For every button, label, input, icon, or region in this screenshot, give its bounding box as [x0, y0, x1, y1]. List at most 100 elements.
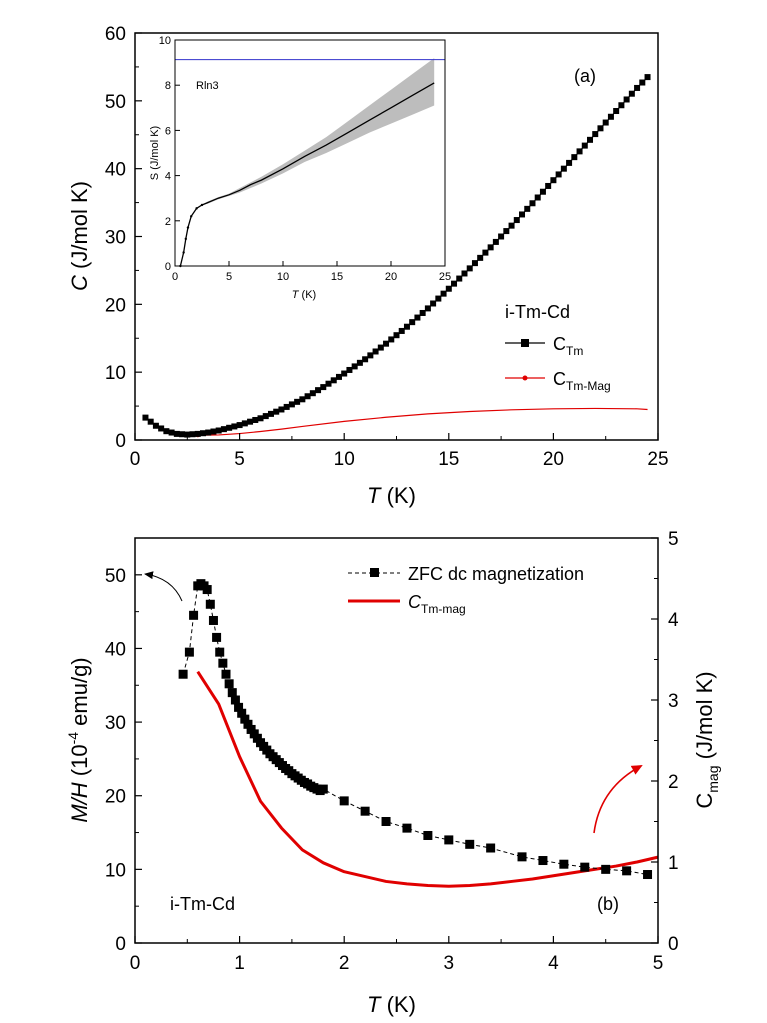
series-c-tm-point: [393, 332, 400, 339]
series-c-tm-point: [440, 290, 447, 297]
series-c-tm-point: [377, 344, 384, 351]
legend-marker-c-tm: [521, 339, 529, 347]
series-c-tm-point: [555, 171, 562, 178]
series-magnetization-point: [218, 658, 228, 668]
b-y-tick-label: 0: [115, 934, 126, 955]
series-c-tm-point: [618, 102, 625, 109]
inset-x-axis-symbol: T: [292, 289, 300, 301]
series-c-tm-point: [309, 390, 316, 397]
series-c-tm-point: [581, 142, 588, 149]
panel-a-y-axis-unit: (J/mol K): [67, 181, 92, 275]
legend-c-tm-mag-sub: Tm-Mag: [566, 379, 611, 393]
series-magnetization-point: [234, 702, 244, 712]
series-c-tm-point: [142, 414, 149, 421]
b-y2-tick-label: 5: [668, 529, 679, 550]
b-y-tick-label: 10: [105, 860, 126, 881]
series-magnetization-point: [205, 599, 215, 609]
series-c-tm-point: [220, 426, 227, 433]
panel-b-x-axis-unit: (K): [380, 992, 415, 1017]
series-c-tm-point: [477, 254, 484, 261]
panel-b-legend: ZFC dc magnetization CTm-mag: [348, 564, 584, 616]
series-c-tm-point: [273, 408, 280, 415]
series-c-tm-point: [346, 366, 353, 373]
series-magnetization-point: [202, 585, 212, 595]
inset-y-tick-label: 4: [165, 171, 171, 183]
legend-marker-c-tm-mag: [522, 375, 528, 381]
series-c-tm-point: [267, 410, 274, 417]
a-x-tick-label: 25: [647, 449, 668, 470]
panel-a-legend: i-Tm-Cd CTm CTm-Mag: [505, 302, 611, 393]
series-c-tm-point: [257, 415, 264, 422]
series-c-tm-point: [262, 413, 269, 420]
series-c-tm-point: [362, 356, 369, 363]
series-magnetization-point: [208, 615, 218, 625]
inset-x-tick-label: 20: [385, 271, 397, 283]
series-c-tm-point: [592, 131, 599, 138]
panel-b-y-axis-label: M/H (10-4 emu/g): [65, 657, 92, 822]
b-y2-tick-label: 0: [668, 934, 679, 955]
panel-a-x-axis-label: T (K): [367, 483, 416, 508]
b-x-tick-label: 4: [548, 953, 559, 974]
panel-a-legend-title: i-Tm-Cd: [505, 302, 570, 322]
series-c-tm-point: [341, 370, 348, 377]
series-c-tm-point: [550, 177, 557, 184]
inset-y-tick-label: 2: [165, 216, 171, 228]
b-x-tick-label: 0: [130, 953, 141, 974]
series-c-tm-point: [194, 430, 201, 437]
inset-x-tick-label: 25: [439, 271, 451, 283]
panel-b-label: (b): [597, 894, 619, 914]
series-c-tm-point: [466, 265, 473, 272]
inset-entropy-point: [200, 203, 204, 207]
series-c-tm-point: [508, 222, 515, 229]
b-y2-tick-label: 4: [668, 610, 679, 631]
series-c-tm-point: [315, 387, 322, 394]
series-c-tm-point: [383, 340, 390, 347]
a-x-tick-label: 15: [438, 449, 459, 470]
series-c-tm-point: [147, 418, 154, 425]
series-magnetization-point: [580, 862, 590, 872]
inset-y-tick-label: 0: [165, 261, 171, 273]
panel-b-y2-axis-label: Cmag (J/mol K): [692, 671, 721, 808]
panel-b-y-axis-unit-pre: (10: [67, 744, 92, 782]
series-c-tm-point: [210, 428, 217, 435]
inset-y-tick-label: 10: [159, 35, 171, 47]
b-y-tick-label: 30: [105, 713, 126, 734]
series-c-tm-point: [456, 275, 463, 282]
series-c-tm-point: [613, 108, 620, 115]
a-x-tick-label: 10: [334, 449, 355, 470]
series-c-tm-point: [430, 300, 437, 307]
series-c-tm-point: [639, 79, 646, 86]
legend-c-tm-mag-b-sub: Tm-mag: [421, 602, 466, 616]
series-c-tm-point: [247, 418, 254, 425]
inset-annotation-rln3: Rln3: [196, 80, 219, 92]
legend-label-c-tm-mag: CTm-Mag: [553, 369, 611, 393]
inset-x-tick-label: 15: [331, 271, 343, 283]
series-c-tm-point: [241, 420, 248, 427]
inset-x-axis-label: T (K): [292, 289, 316, 301]
series-magnetization-point: [243, 719, 253, 729]
series-c-tm-point: [173, 430, 180, 437]
legend-c-tm-sub: Tm: [566, 344, 583, 358]
series-magnetization-point: [240, 714, 250, 724]
series-magnetization-point: [465, 839, 475, 849]
series-magnetization-point: [318, 784, 328, 794]
panel-b-annotation: i-Tm-Cd: [170, 894, 235, 914]
series-c-tm-point: [482, 249, 489, 256]
inset-y-axis-label: S (J/mol K): [149, 126, 161, 180]
series-c-tm-point: [179, 431, 186, 438]
b-x-tick-label: 2: [339, 953, 350, 974]
a-y-tick-label: 20: [105, 295, 126, 316]
series-magnetization-point: [517, 852, 527, 862]
panel-a-label: (a): [574, 66, 596, 86]
series-magnetization-point: [622, 866, 632, 876]
inset-x-tick-label: 0: [172, 271, 178, 283]
series-magnetization-point: [212, 632, 222, 642]
inset-entropy-point: [184, 237, 187, 241]
b-y2-tick-label: 3: [668, 691, 679, 712]
legend-c-tm-mag-b-main: C: [408, 592, 422, 612]
inset-entropy-curve: [179, 82, 435, 267]
series-c-tm-point: [403, 323, 410, 330]
series-c-tm-point: [335, 373, 342, 380]
